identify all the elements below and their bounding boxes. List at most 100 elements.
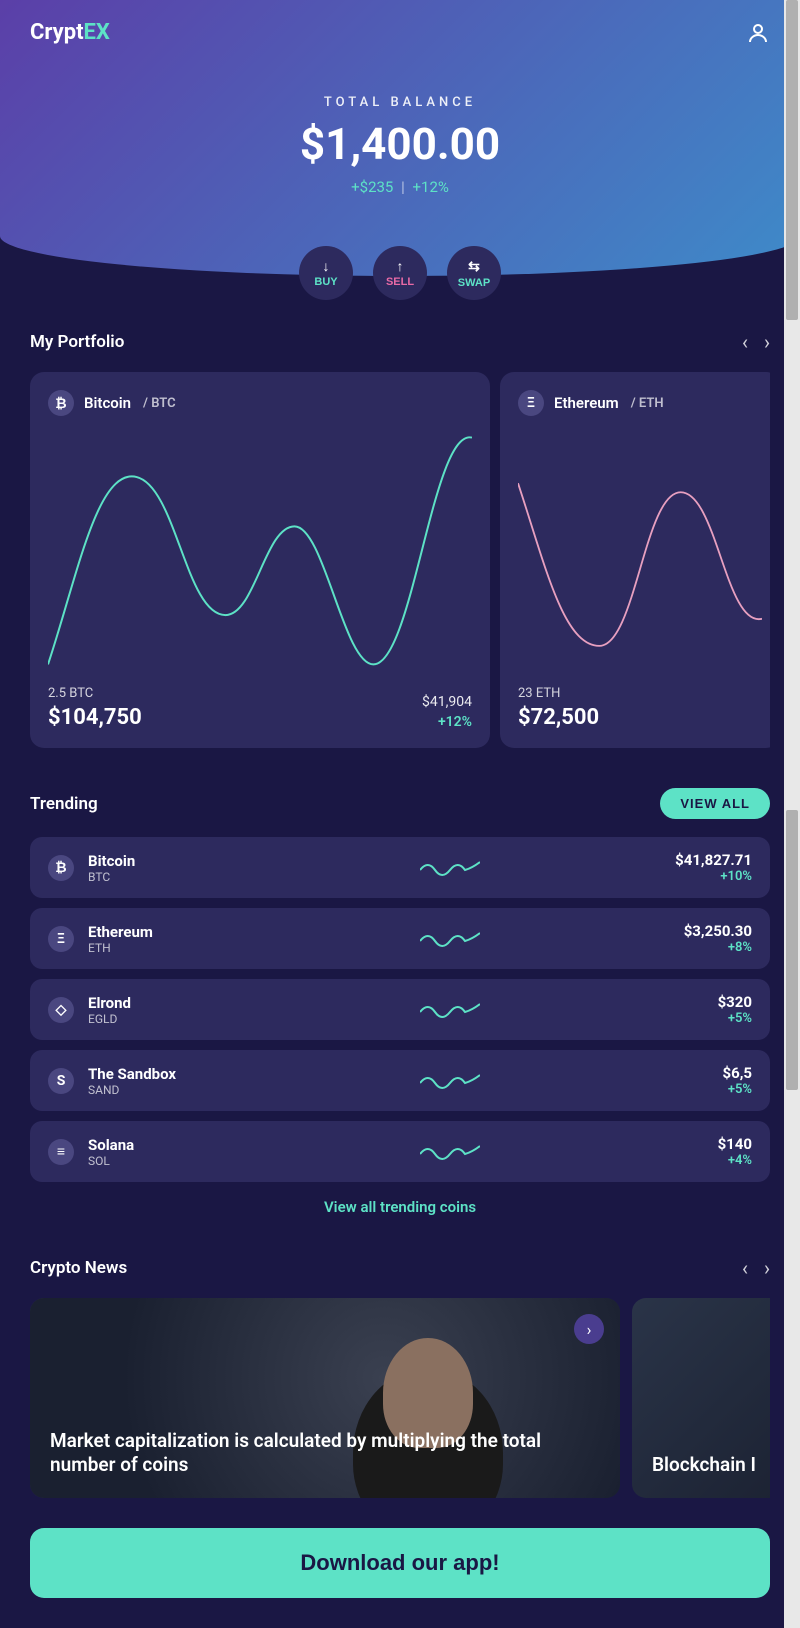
price: $41,904 <box>422 694 472 710</box>
trending-name: Solana <box>88 1136 268 1154</box>
trending-name: Elrond <box>88 994 268 1012</box>
trending-price-block: $320 +5% <box>632 993 752 1026</box>
scrollbar-thumb[interactable] <box>786 810 798 1090</box>
balance-label: TOTAL BALANCE <box>30 95 770 110</box>
trending-name-block: Ethereum ETH <box>88 923 268 955</box>
trending-section: Trending VIEW ALL ₿ Bitcoin BTC $41,827.… <box>0 778 800 1246</box>
news-section: Crypto News ‹ › › Market capitalization … <box>0 1246 800 1528</box>
trending-row[interactable]: ≡ Solana SOL $140 +4% <box>30 1121 770 1182</box>
brand-part1: Crypt <box>30 20 84 45</box>
trending-name-block: Elrond EGLD <box>88 994 268 1026</box>
trending-row[interactable]: S The Sandbox SAND $6,5 +5% <box>30 1050 770 1111</box>
chart-area <box>48 426 472 676</box>
portfolio-row: ₿ Bitcoin / BTC 2.5 BTC $104,750 $41,904 <box>30 372 770 748</box>
card-foot: 23 ETH $72,500 <box>518 686 762 730</box>
coin-ticker: / ETH <box>631 396 664 411</box>
trending-change: +5% <box>632 1082 752 1097</box>
news-next[interactable]: › <box>764 1256 770 1280</box>
portfolio-card[interactable]: ₿ Bitcoin / BTC 2.5 BTC $104,750 $41,904 <box>30 372 490 748</box>
coin-icon: ₿ <box>48 855 74 881</box>
balance-delta-pct: +12% <box>413 178 449 196</box>
trending-ticker: SAND <box>88 1083 268 1097</box>
trending-price-block: $6,5 +5% <box>632 1064 752 1097</box>
portfolio-next[interactable]: › <box>764 330 770 354</box>
trending-price-block: $140 +4% <box>632 1135 752 1168</box>
viewall-link[interactable]: View all trending coins <box>30 1198 770 1216</box>
trending-ticker: EGLD <box>88 1012 268 1026</box>
news-card[interactable]: Blockchain I <box>632 1298 770 1498</box>
chart-area <box>518 426 762 676</box>
balance-block: TOTAL BALANCE $1,400.00 +$235 | +12% <box>30 95 770 196</box>
holding: 23 ETH <box>518 686 599 701</box>
scrollbar[interactable] <box>784 0 800 1628</box>
news-prev[interactable]: ‹ <box>742 1256 748 1280</box>
balance-delta-abs: +$235 <box>351 178 393 196</box>
buy-button[interactable]: ↓ BUY <box>299 246 353 300</box>
swap-button[interactable]: ⇆ SWAP <box>447 246 501 300</box>
trending-price: $320 <box>632 993 752 1011</box>
arrow-up-icon: ↑ <box>397 258 404 274</box>
news-headline: Blockchain I <box>652 1453 756 1478</box>
coin-icon: Ξ <box>48 926 74 952</box>
trending-name: The Sandbox <box>88 1065 268 1083</box>
news-title: Crypto News <box>30 1258 127 1278</box>
portfolio-head: My Portfolio ‹ › <box>30 330 770 354</box>
news-head: Crypto News ‹ › <box>30 1256 770 1280</box>
trending-price: $3,250.30 <box>632 922 752 940</box>
sparkline <box>282 1000 618 1020</box>
sell-label: SELL <box>386 276 414 288</box>
ethereum-icon: Ξ <box>518 390 544 416</box>
coin-name: Ethereum <box>554 394 619 412</box>
trending-row[interactable]: ◇ Elrond EGLD $320 +5% <box>30 979 770 1040</box>
coin-icon: ≡ <box>48 1139 74 1165</box>
trending-row[interactable]: ₿ Bitcoin BTC $41,827.71 +10% <box>30 837 770 898</box>
swap-label: SWAP <box>458 277 490 289</box>
coin-ticker: / BTC <box>143 396 176 411</box>
buy-label: BUY <box>314 276 337 288</box>
portfolio-prev[interactable]: ‹ <box>742 330 748 354</box>
action-buttons: ↓ BUY ↑ SELL ⇆ SWAP <box>0 246 800 300</box>
trending-change: +10% <box>632 869 752 884</box>
change: +12% <box>422 714 472 730</box>
portfolio-nav: ‹ › <box>742 330 770 354</box>
separator: | <box>401 178 405 196</box>
value: $72,500 <box>518 705 599 730</box>
user-icon[interactable] <box>746 21 770 45</box>
trending-change: +8% <box>632 940 752 955</box>
trending-name-block: Solana SOL <box>88 1136 268 1168</box>
bitcoin-icon: ₿ <box>48 390 74 416</box>
trending-row[interactable]: Ξ Ethereum ETH $3,250.30 +8% <box>30 908 770 969</box>
card-head: ₿ Bitcoin / BTC <box>48 390 472 416</box>
trending-price-block: $3,250.30 +8% <box>632 922 752 955</box>
news-headline: Market capitalization is calculated by m… <box>50 1429 600 1478</box>
trending-head: Trending VIEW ALL <box>30 788 770 819</box>
arrow-down-icon: ↓ <box>323 258 330 274</box>
news-row: › Market capitalization is calculated by… <box>30 1298 770 1498</box>
sparkline <box>282 1071 618 1091</box>
trending-name-block: Bitcoin BTC <box>88 852 268 884</box>
sparkline <box>282 1142 618 1162</box>
news-card[interactable]: › Market capitalization is calculated by… <box>30 1298 620 1498</box>
card-foot: 2.5 BTC $104,750 $41,904 +12% <box>48 686 472 730</box>
trending-name: Ethereum <box>88 923 268 941</box>
viewall-button[interactable]: VIEW ALL <box>660 788 770 819</box>
card-right: $41,904 +12% <box>422 694 472 730</box>
download-button[interactable]: Download our app! <box>30 1528 770 1598</box>
news-card-next-icon[interactable]: › <box>574 1314 604 1344</box>
news-nav: ‹ › <box>742 1256 770 1280</box>
value: $104,750 <box>48 705 142 730</box>
trending-price: $41,827.71 <box>632 851 752 869</box>
trending-ticker: ETH <box>88 941 268 955</box>
trending-change: +4% <box>632 1153 752 1168</box>
coin-name: Bitcoin <box>84 394 131 412</box>
trending-change: +5% <box>632 1011 752 1026</box>
btc-chart <box>48 426 472 676</box>
portfolio-card[interactable]: Ξ Ethereum / ETH 23 ETH $72,500 <box>500 372 770 748</box>
eth-chart <box>518 426 762 676</box>
brand-part2: EX <box>84 20 110 45</box>
trending-price: $6,5 <box>632 1064 752 1082</box>
sell-button[interactable]: ↑ SELL <box>373 246 427 300</box>
hero: CryptEX TOTAL BALANCE $1,400.00 +$235 | … <box>0 0 800 276</box>
brand-logo[interactable]: CryptEX <box>30 20 110 45</box>
card-left: 2.5 BTC $104,750 <box>48 686 142 730</box>
